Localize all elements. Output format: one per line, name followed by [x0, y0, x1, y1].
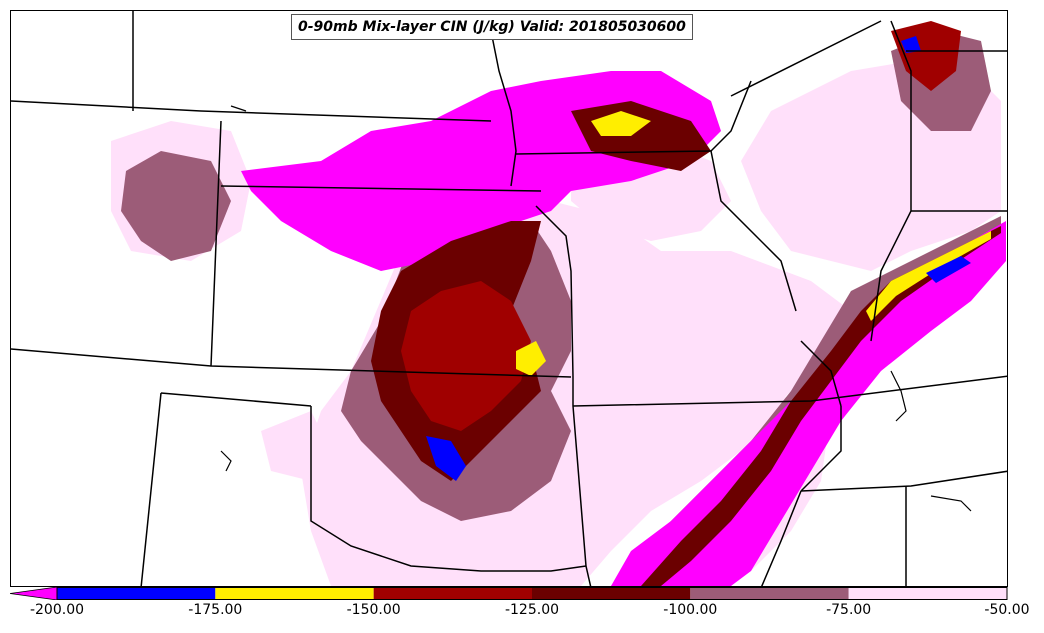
boundary-line	[140, 392, 162, 586]
colorbar-bin	[690, 587, 849, 600]
colorbar-under-triangle	[10, 587, 58, 600]
state-boundaries	[11, 11, 1007, 586]
map-panel	[10, 10, 1008, 587]
band-yellow-plains	[516, 341, 546, 376]
colorbar-tick-label: -50.00	[984, 602, 1030, 618]
colorbar-bin	[57, 587, 216, 600]
boundary-line	[800, 470, 1007, 492]
boundary-line	[800, 406, 842, 492]
colorbar-tick-label: -100.00	[663, 602, 718, 618]
boundary-line	[535, 205, 574, 406]
band-blue-south	[426, 436, 466, 481]
boundary-line	[710, 80, 752, 152]
lake-outline	[890, 370, 907, 422]
colorbar-bin	[848, 587, 1007, 600]
boundary-line	[210, 120, 222, 367]
colorbar-tick-label: -200.00	[29, 602, 85, 618]
colorbar-bins	[57, 587, 1007, 600]
boundary-line	[310, 406, 587, 572]
colorbar-outline	[56, 587, 1008, 600]
boundary-line	[160, 392, 312, 407]
colorbar	[10, 587, 1008, 600]
boundary-line	[800, 340, 842, 407]
colorbar-tick-label: -175.00	[188, 602, 243, 618]
band-yellow-north	[591, 111, 651, 136]
cin-shading	[111, 21, 1006, 586]
colorbar-tick-label: -150.00	[346, 602, 401, 618]
colorbar-bin	[373, 587, 532, 600]
boundary-line	[730, 20, 882, 97]
band-red-plains	[401, 281, 531, 431]
band-light-pink-sw	[261, 411, 331, 481]
band-yellow-ridge	[866, 231, 991, 321]
band-darkred-ridge	[641, 226, 1001, 586]
band-mauve-west	[121, 151, 231, 261]
band-blue-ridge	[926, 256, 971, 283]
boundary-line	[515, 150, 712, 155]
lakes	[220, 105, 972, 512]
map-title: 0-90mb Mix-layer CIN (J/kg) Valid: 20180…	[291, 14, 693, 40]
boundary-line	[220, 185, 542, 192]
boundary-line	[572, 375, 1007, 407]
boundary-line	[490, 30, 517, 187]
band-blue-ne	[901, 36, 921, 53]
colorbar-bin	[532, 587, 691, 600]
lake-outline	[220, 450, 232, 472]
colorbar-tick-label: -125.00	[504, 602, 560, 618]
colorbar-bin	[215, 587, 374, 600]
boundary-line	[11, 100, 492, 122]
colorbar-tick-label: -75.00	[826, 602, 872, 618]
boundary-line	[11, 348, 572, 378]
lake-outline	[930, 495, 972, 512]
boundary-line	[761, 490, 802, 586]
boundary-line	[710, 150, 797, 312]
lake-outline	[230, 105, 247, 112]
cin-map	[11, 11, 1007, 586]
